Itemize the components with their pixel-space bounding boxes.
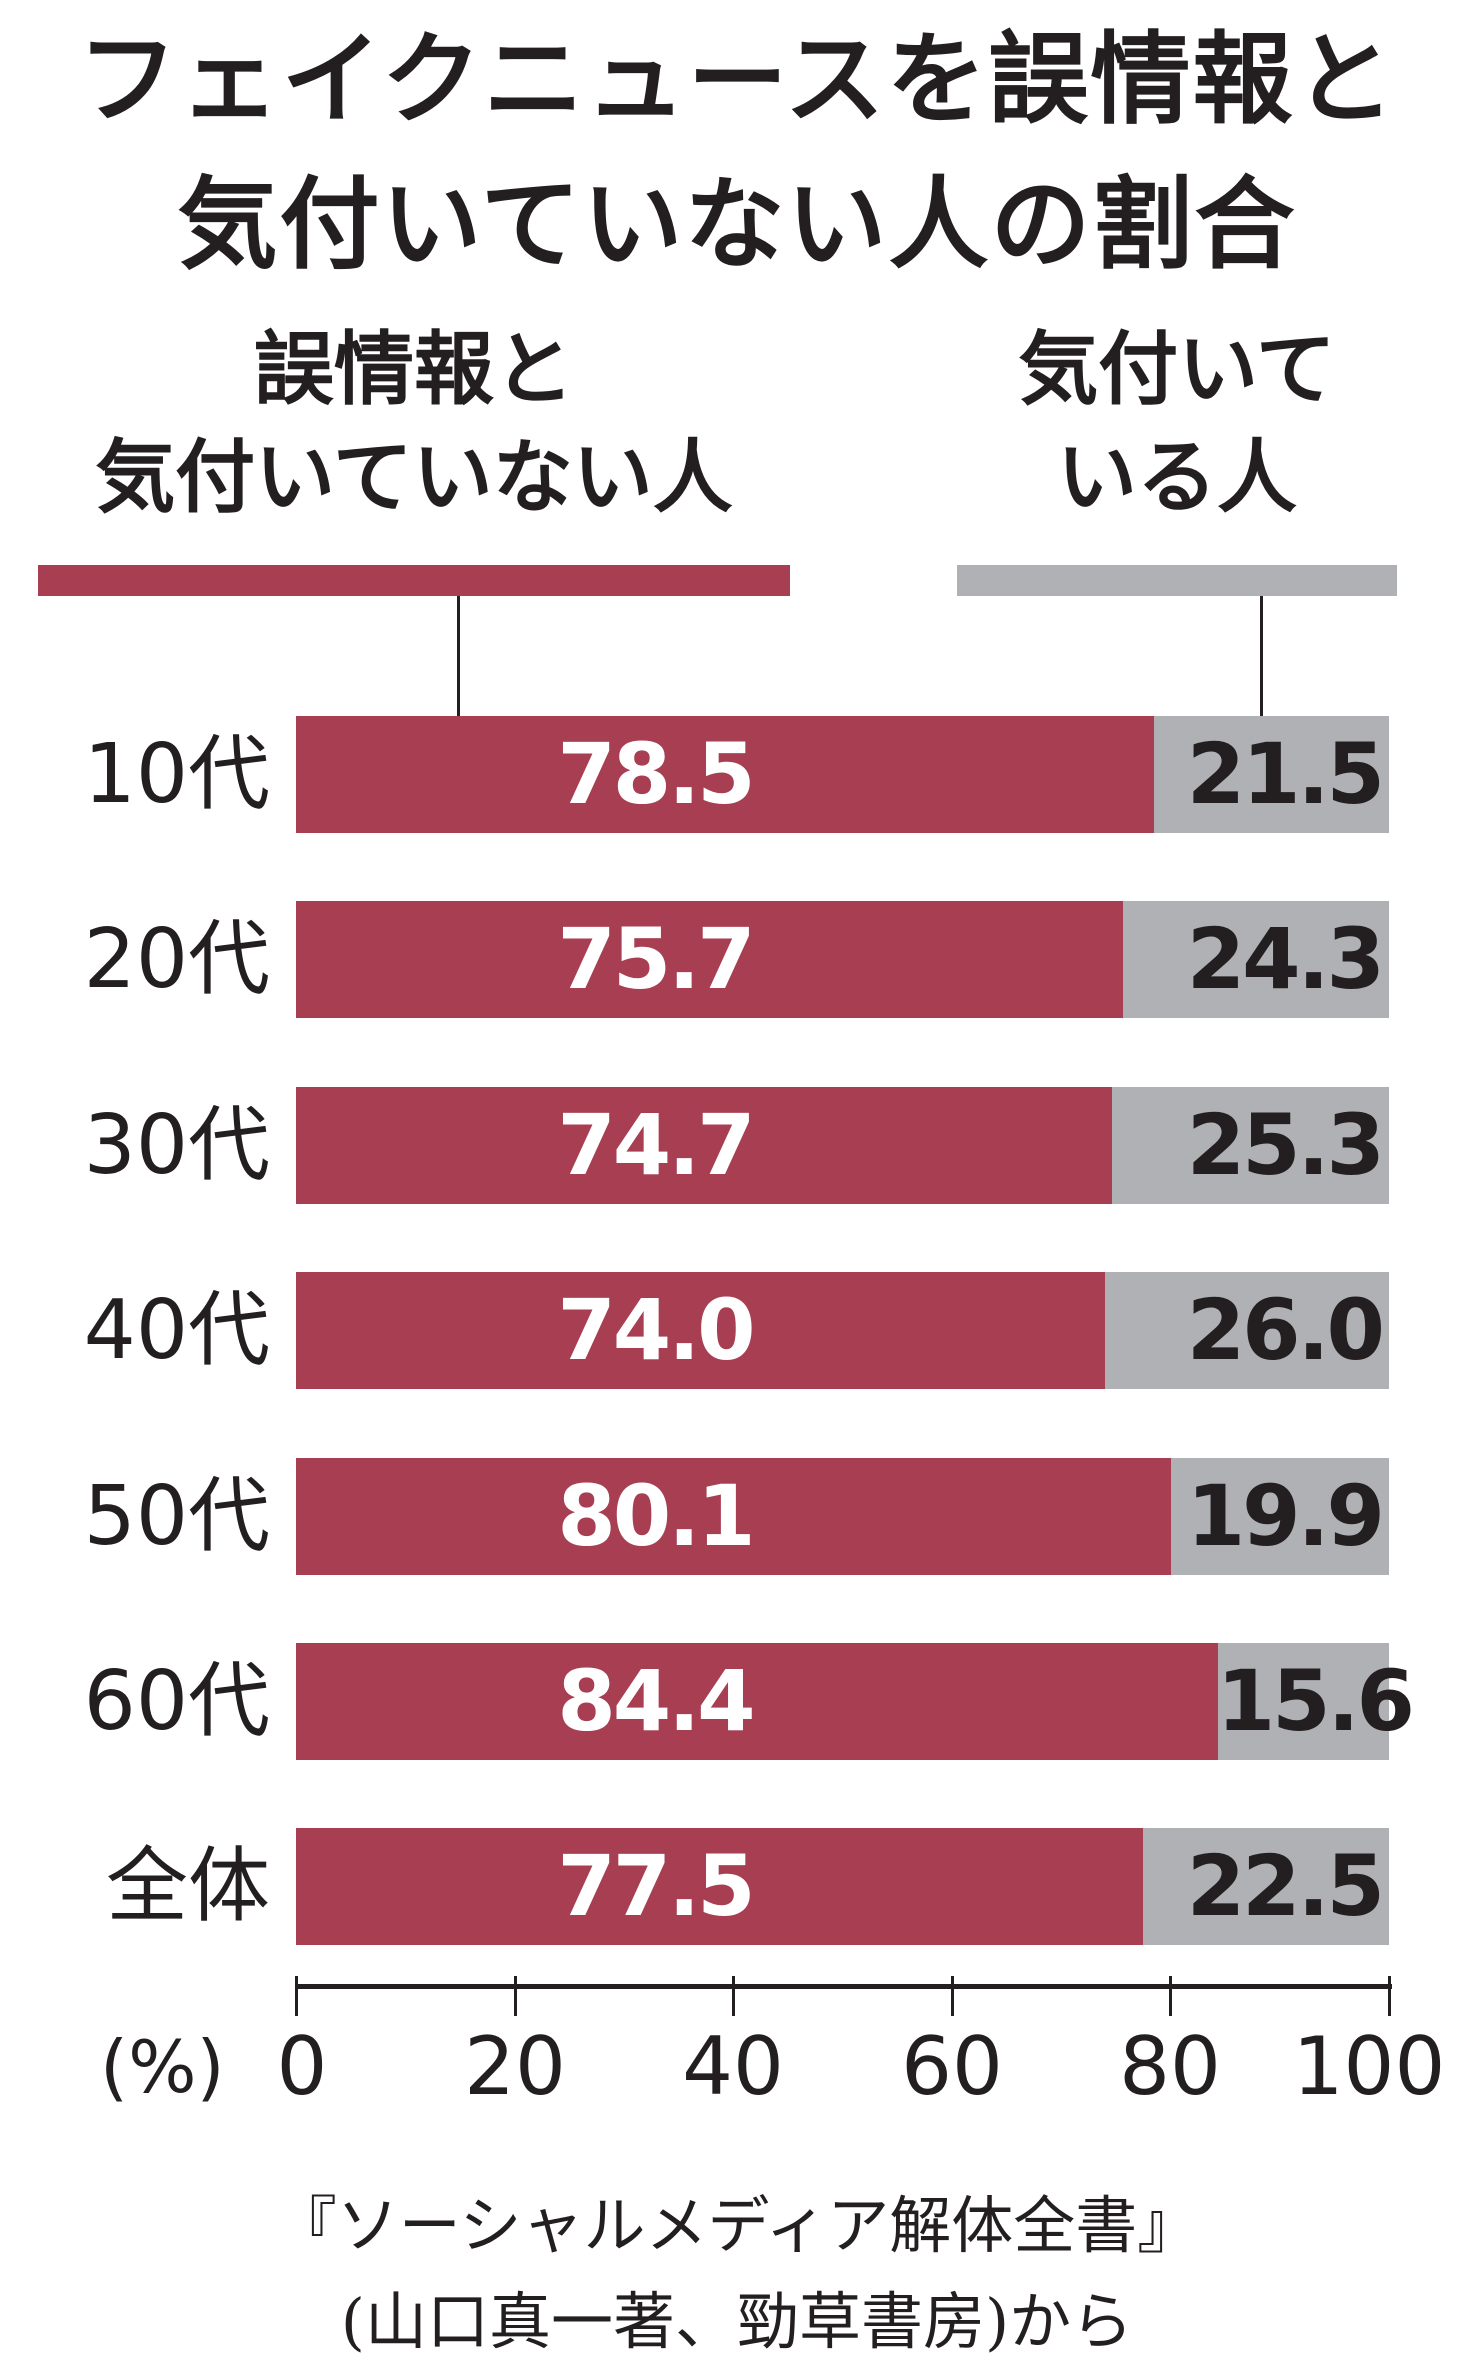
- x-axis-tick-label: 100: [1292, 2020, 1446, 2113]
- bar-segment-unaware: [296, 1643, 1218, 1760]
- row-label: 50代: [83, 1469, 270, 1564]
- chart-title-line-1: フェイクニュースを誤情報と: [77, 21, 1397, 138]
- stacked-bar: 74.0 26.0: [296, 1272, 1389, 1389]
- stacked-bar: 74.7 25.3: [296, 1087, 1389, 1204]
- value-label-unaware: 78.5: [557, 725, 755, 823]
- stacked-bar: 75.7 24.3: [296, 901, 1389, 1018]
- row-label: 40代: [83, 1283, 270, 1378]
- x-axis-tick-label: 40: [682, 2020, 784, 2113]
- x-axis-tick: [295, 1976, 298, 2016]
- value-label-aware: 24.3: [1186, 910, 1385, 1008]
- row-label: 60代: [83, 1654, 270, 1749]
- x-axis-tick-label: 60: [901, 2020, 1003, 2113]
- bar-segment-unaware: [296, 1828, 1143, 1945]
- x-axis-unit-label: (%): [100, 2025, 225, 2109]
- x-axis-tick: [1388, 1976, 1391, 2016]
- value-label-aware: 21.5: [1186, 725, 1385, 823]
- legend-unaware-line-1: 誤情報と: [254, 323, 574, 416]
- legend-aware-line-2: いる人: [1057, 431, 1297, 524]
- x-axis-tick-label: 20: [464, 2020, 566, 2113]
- legend-aware-swatch: [957, 565, 1397, 596]
- x-axis-tick-label: 0: [276, 2020, 328, 2113]
- value-label-aware: 22.5: [1186, 1837, 1385, 1935]
- bar-segment-unaware: [296, 1272, 1105, 1389]
- legend-unaware-line-2: 気付いていない人: [95, 431, 733, 524]
- bar-segment-aware: [1218, 1643, 1389, 1760]
- x-axis-line: [296, 1984, 1392, 1989]
- value-label-unaware: 74.0: [557, 1281, 755, 1379]
- x-axis-tick-label: 80: [1119, 2020, 1221, 2113]
- bar-segment-aware: [1171, 1458, 1389, 1575]
- bar-segment-unaware: [296, 901, 1123, 1018]
- value-label-aware: 15.6: [1216, 1652, 1415, 1750]
- source-line-1: 『ソーシャルメディア解体全書』: [274, 2189, 1200, 2262]
- legend-unaware-swatch: [38, 565, 790, 596]
- row-label: 30代: [83, 1098, 270, 1193]
- legend-aware-line-1: 気付いて: [1018, 323, 1336, 416]
- stacked-bar: 78.5 21.5: [296, 716, 1389, 833]
- chart-title-line-2: 気付いていない人の割合: [177, 166, 1297, 283]
- bar-segment-aware: [1123, 901, 1389, 1018]
- x-axis-tick: [1169, 1976, 1172, 2016]
- value-label-aware: 26.0: [1186, 1281, 1385, 1379]
- value-label-unaware: 75.7: [557, 910, 755, 1008]
- bar-segment-unaware: [296, 1458, 1171, 1575]
- x-axis-tick: [951, 1976, 954, 2016]
- row-label: 20代: [83, 912, 270, 1007]
- value-label-aware: 19.9: [1186, 1467, 1385, 1565]
- stacked-bar: 80.1 19.9: [296, 1458, 1389, 1575]
- value-label-unaware: 80.1: [557, 1467, 755, 1565]
- stacked-bar: 84.4 15.6: [296, 1643, 1415, 1760]
- row-label: 10代: [83, 727, 270, 822]
- bar-segment-unaware: [296, 1087, 1112, 1204]
- bar-segment-aware: [1154, 716, 1389, 833]
- x-axis-tick: [514, 1976, 517, 2016]
- value-label-unaware: 74.7: [557, 1096, 755, 1194]
- bar-segment-aware: [1112, 1087, 1389, 1204]
- bar-segment-aware: [1143, 1828, 1389, 1945]
- bar-segment-aware: [1105, 1272, 1389, 1389]
- bar-segment-unaware: [296, 716, 1154, 833]
- row-label: 全体: [105, 1839, 270, 1934]
- value-label-unaware: 77.5: [557, 1837, 755, 1935]
- legend-aware-leader-line: [1260, 596, 1263, 716]
- stacked-bar: 77.5 22.5: [296, 1828, 1389, 1945]
- value-label-aware: 25.3: [1186, 1096, 1385, 1194]
- source-line-2: (山口真一著、勁草書房)から: [340, 2285, 1134, 2358]
- value-label-unaware: 84.4: [557, 1652, 755, 1750]
- legend-unaware-leader-line: [457, 596, 460, 716]
- x-axis-tick: [732, 1976, 735, 2016]
